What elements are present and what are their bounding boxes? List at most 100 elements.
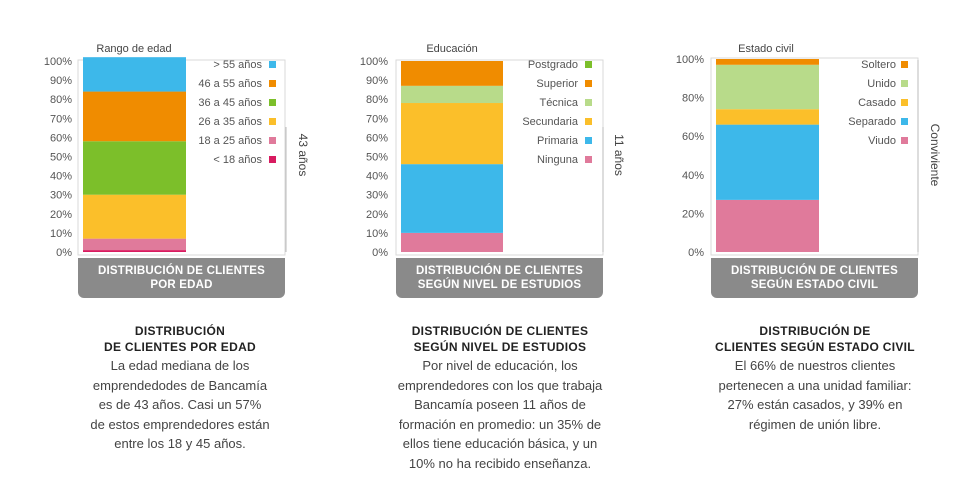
y-tick-label: 30%	[50, 190, 72, 202]
y-tick-label: 40%	[682, 170, 704, 182]
y-tick-label: 80%	[682, 93, 704, 105]
legend-label: Ninguna	[537, 154, 579, 166]
badge-edad: DISTRIBUCIÓN DE CLIENTES POR EDAD	[78, 258, 285, 298]
legend-label: Primaria	[537, 135, 579, 147]
legend-label: Secundaria	[522, 116, 579, 128]
legend-label: 46 a 55 años	[198, 78, 262, 90]
bar-segment-0	[401, 232, 503, 252]
chart-educacion: Educación 100% 90% 80% 70% 60% 50% 40% 30% 20% 10%…	[360, 43, 626, 259]
bar-segment-3	[83, 141, 186, 195]
y-tick-label: 0%	[372, 247, 388, 259]
badge-line-1: DISTRIBUCIÓN DE CLIENTES	[730, 265, 899, 277]
legend-label: Separado	[848, 116, 896, 128]
badge-educacion: DISTRIBUCIÓN DE CLIENTES SEGÚN NIVEL DE …	[396, 258, 603, 298]
caption-line: Por nivel de educación, los	[422, 358, 578, 373]
caption-line: de estos emprendedores están	[90, 416, 270, 432]
bar-segment-5	[83, 57, 186, 92]
bar-segment-1	[401, 164, 503, 233]
legend-swatch	[269, 80, 276, 87]
y-tick-label: 10%	[366, 228, 388, 240]
legend-swatch	[269, 118, 276, 125]
caption-title-line: SEGÚN NIVEL DE ESTUDIOS	[413, 340, 587, 354]
y-tick-label: 40%	[50, 171, 72, 183]
y-tick-label: 80%	[50, 94, 72, 106]
legend-label: Unido	[867, 78, 896, 90]
y-tick-label: 20%	[50, 209, 72, 221]
bar-segment-2	[83, 194, 186, 239]
chart-title: Rango de edad	[96, 43, 171, 55]
bar-segment-0	[83, 250, 186, 252]
legend-swatch	[269, 99, 276, 106]
caption-title: DISTRIBUCIÓN DE CLIENTES SEGÚN ESTADO CI…	[670, 323, 960, 355]
legend-label: Superior	[536, 78, 578, 90]
y-tick-label: 10%	[50, 228, 72, 240]
legend-swatch	[901, 99, 908, 106]
legend-label: 18 a 25 años	[198, 135, 262, 147]
bar-segment-0	[716, 199, 819, 252]
side-label: 11 años	[612, 134, 626, 176]
caption-body: El 66% de nuestros clientes pertenecen a…	[670, 356, 960, 434]
badge-line-1: DISTRIBUCIÓN DE CLIENTES	[415, 265, 584, 277]
y-tick-label: 0%	[56, 247, 72, 259]
caption-title: DISTRIBUCIÓN DE CLIENTES SEGÚN NIVEL DE …	[350, 323, 650, 355]
bar-segment-3	[401, 85, 503, 104]
y-tick-label: 90%	[366, 75, 388, 87]
panel-edad: Rango de edad 100% 90% 80% 70% 60% 50% 40% 30% 20…	[0, 0, 320, 499]
legend-swatch	[901, 61, 908, 68]
badge-line-1: DISTRIBUCIÓN DE CLIENTES	[97, 265, 266, 277]
badge-estado-civil: DISTRIBUCIÓN DE CLIENTES SEGÚN ESTADO CI…	[711, 258, 918, 298]
bar-segment-2	[716, 109, 819, 125]
y-tick-label: 0%	[688, 247, 704, 259]
y-tick-label: 80%	[366, 94, 388, 106]
badge-line-2: POR EDAD	[150, 279, 213, 291]
legend-swatch	[901, 80, 908, 87]
y-tick-label: 100%	[676, 54, 704, 66]
caption-line: 27% están casados, y 39% en	[727, 397, 903, 412]
side-label: 43 años	[296, 134, 310, 177]
legend-swatch	[269, 61, 276, 68]
legend-label: 36 a 45 años	[198, 97, 262, 109]
y-tick-label: 20%	[366, 209, 388, 221]
legend-label: < 18 años	[213, 154, 262, 166]
y-tick-label: 60%	[50, 132, 72, 144]
panel-educacion: Educación 100% 90% 80% 70% 60% 50% 40% 30% 20% 10%…	[320, 0, 640, 499]
bar-segment-4	[716, 59, 819, 65]
legend-label: Casado	[858, 97, 896, 109]
legend-label: Viudo	[868, 135, 896, 147]
chart-title: Educación	[426, 43, 477, 55]
badge-line-2: SEGÚN ESTADO CIVIL	[750, 279, 879, 291]
bar-segment-4	[83, 91, 186, 142]
caption-line: La edad mediana de los	[110, 358, 250, 373]
legend-label: Soltero	[861, 59, 896, 71]
caption-line: 10% no ha recibido enseñanza.	[408, 455, 592, 471]
caption-line: régimen de unión libre.	[748, 416, 882, 432]
y-tick-label: 70%	[50, 113, 72, 125]
side-label: Conviviente	[928, 124, 942, 187]
caption-line: Bancamía poseen 11 años de	[414, 397, 586, 412]
caption-title-line: DISTRIBUCIÓN DE	[759, 324, 871, 338]
legend-swatch	[269, 156, 276, 163]
panel-estado-civil: Estado civil 100% 80% 60% 40% 20% 0% Soltero Uni…	[640, 0, 960, 499]
y-tick-label: 50%	[366, 152, 388, 164]
y-tick-label: 60%	[366, 132, 388, 144]
legend-label: Técnica	[539, 97, 578, 109]
caption-line: ellos tiene educación básica, y un	[402, 436, 598, 451]
bar-segment-1	[83, 238, 186, 251]
caption-line: formación en promedio: un 35% de	[398, 416, 602, 432]
caption-educacion: DISTRIBUCIÓN DE CLIENTES SEGÚN NIVEL DE …	[350, 323, 650, 473]
caption-title-line: CLIENTES SEGÚN ESTADO CIVIL	[715, 340, 915, 354]
bar-segment-3	[716, 64, 819, 110]
legend-swatch	[585, 99, 592, 106]
y-tick-label: 90%	[50, 75, 72, 87]
caption-line: es de 43 años. Casi un 57%	[98, 397, 262, 412]
y-tick-label: 100%	[360, 56, 388, 68]
caption-line: emprendedodes de Bancamía	[92, 377, 268, 393]
y-tick-label: 70%	[366, 113, 388, 125]
y-tick-label: 50%	[50, 152, 72, 164]
legend-swatch	[901, 118, 908, 125]
caption-edad: DISTRIBUCIÓN DE CLIENTES POR EDAD La eda…	[40, 323, 320, 454]
legend-label: > 55 años	[213, 59, 262, 71]
caption-body: Por nivel de educación, los emprendedore…	[350, 356, 650, 473]
y-tick-label: 100%	[44, 56, 72, 68]
legend-swatch	[585, 118, 592, 125]
